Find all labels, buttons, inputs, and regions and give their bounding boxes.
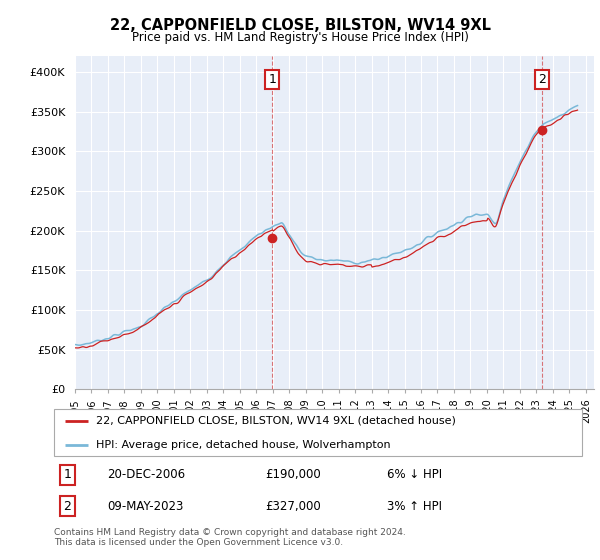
- Text: 3% ↑ HPI: 3% ↑ HPI: [386, 500, 442, 512]
- Text: £327,000: £327,000: [265, 500, 321, 512]
- Text: HPI: Average price, detached house, Wolverhampton: HPI: Average price, detached house, Wolv…: [96, 440, 391, 450]
- Text: 1: 1: [63, 468, 71, 481]
- FancyBboxPatch shape: [54, 409, 582, 456]
- Text: 22, CAPPONFIELD CLOSE, BILSTON, WV14 9XL: 22, CAPPONFIELD CLOSE, BILSTON, WV14 9XL: [110, 18, 491, 33]
- Text: Contains HM Land Registry data © Crown copyright and database right 2024.
This d: Contains HM Land Registry data © Crown c…: [54, 528, 406, 547]
- Text: 2: 2: [63, 500, 71, 512]
- Text: 2: 2: [538, 73, 546, 86]
- Text: Price paid vs. HM Land Registry's House Price Index (HPI): Price paid vs. HM Land Registry's House …: [131, 31, 469, 44]
- Text: 09-MAY-2023: 09-MAY-2023: [107, 500, 183, 512]
- Text: 22, CAPPONFIELD CLOSE, BILSTON, WV14 9XL (detached house): 22, CAPPONFIELD CLOSE, BILSTON, WV14 9XL…: [96, 416, 456, 426]
- Text: £190,000: £190,000: [265, 468, 321, 481]
- Text: 6% ↓ HPI: 6% ↓ HPI: [386, 468, 442, 481]
- Text: 1: 1: [268, 73, 276, 86]
- Text: 20-DEC-2006: 20-DEC-2006: [107, 468, 185, 481]
